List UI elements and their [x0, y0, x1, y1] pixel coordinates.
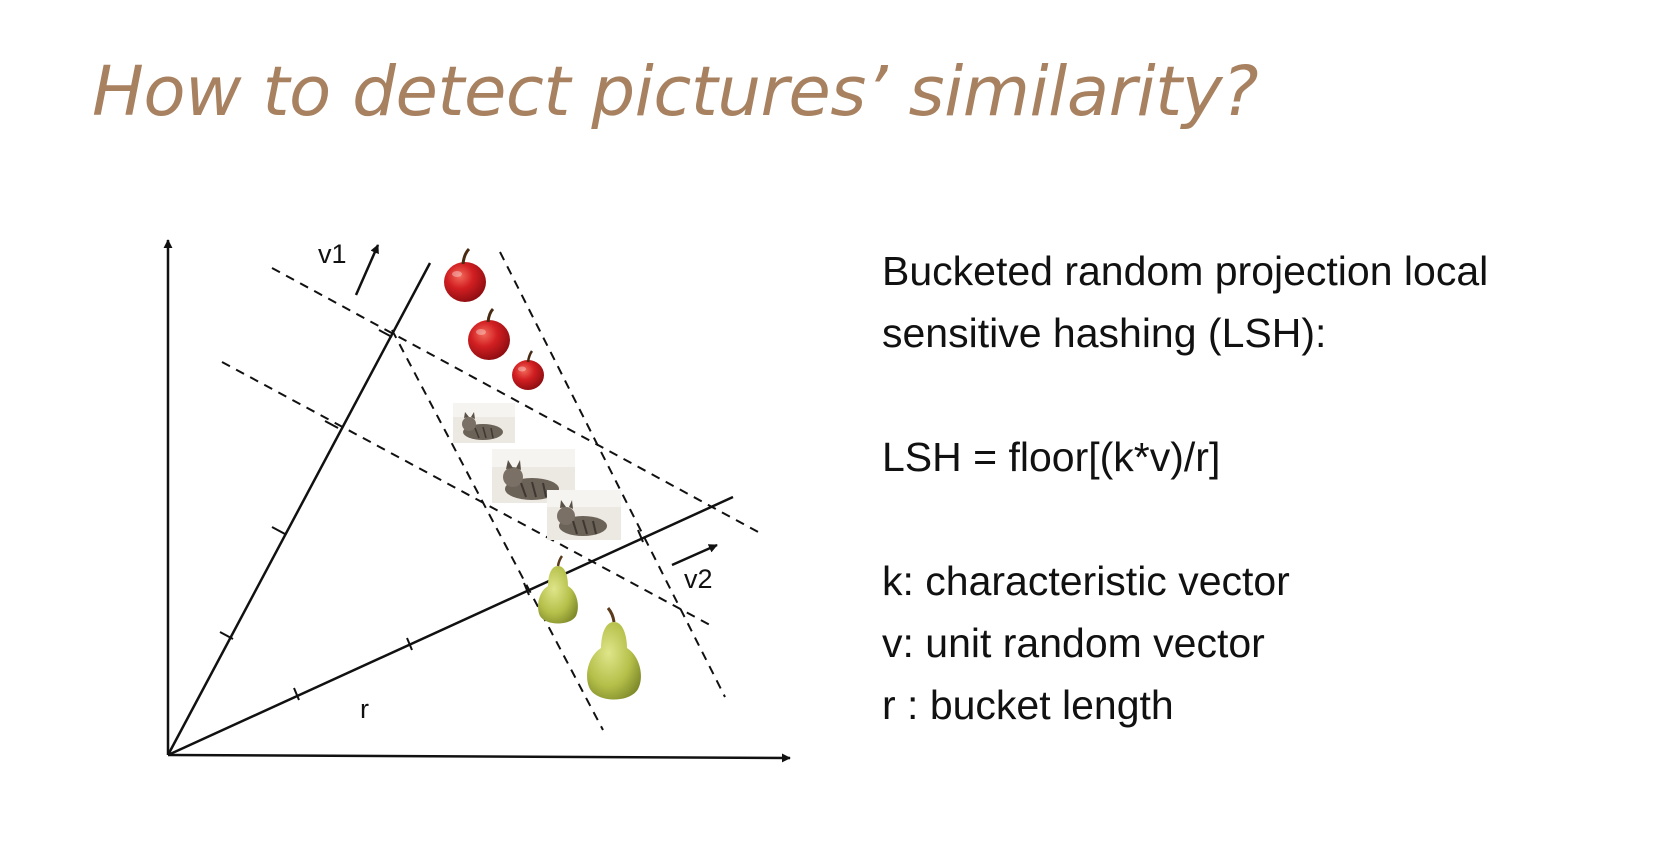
spacer: [882, 488, 1622, 550]
spacer: [882, 364, 1622, 426]
r-label: r: [360, 694, 369, 724]
v1-label: v1: [318, 239, 347, 269]
description-heading-line1: Bucketed random projection local: [882, 248, 1489, 294]
v2-direction-arrow: [671, 543, 718, 567]
v1-direction-arrow: [354, 244, 380, 296]
v1-bucket-boundaries: [221, 267, 761, 626]
cat-photo: [453, 403, 515, 443]
v1-projection-line: [166, 262, 432, 756]
description-panel: Bucketed random projection local sensiti…: [882, 240, 1622, 736]
v2-projection-line: [167, 495, 734, 757]
v2-ticks: [293, 529, 644, 701]
v1-ticks: [219, 329, 393, 640]
x-axis: [167, 753, 791, 763]
pear-icon: [538, 555, 578, 624]
description-heading-line2: sensitive hashing (LSH):: [882, 310, 1327, 356]
definition-r: r : bucket length: [882, 682, 1174, 728]
definition-v: v: unit random vector: [882, 620, 1265, 666]
v2-bucket-boundaries: [391, 251, 726, 731]
slide-title: How to detect pictures’ similarity?: [92, 52, 1259, 132]
apple-icon: [512, 350, 544, 390]
cat-photo: [547, 490, 621, 540]
pear-icon: [587, 607, 641, 700]
definition-k: k: characteristic vector: [882, 558, 1290, 604]
apple-icon: [444, 247, 486, 302]
cat-photo: [492, 449, 575, 503]
v2-label: v2: [684, 564, 713, 594]
apple-icon: [468, 307, 510, 360]
lsh-formula: LSH = floor[(k*v)/r]: [882, 434, 1221, 480]
